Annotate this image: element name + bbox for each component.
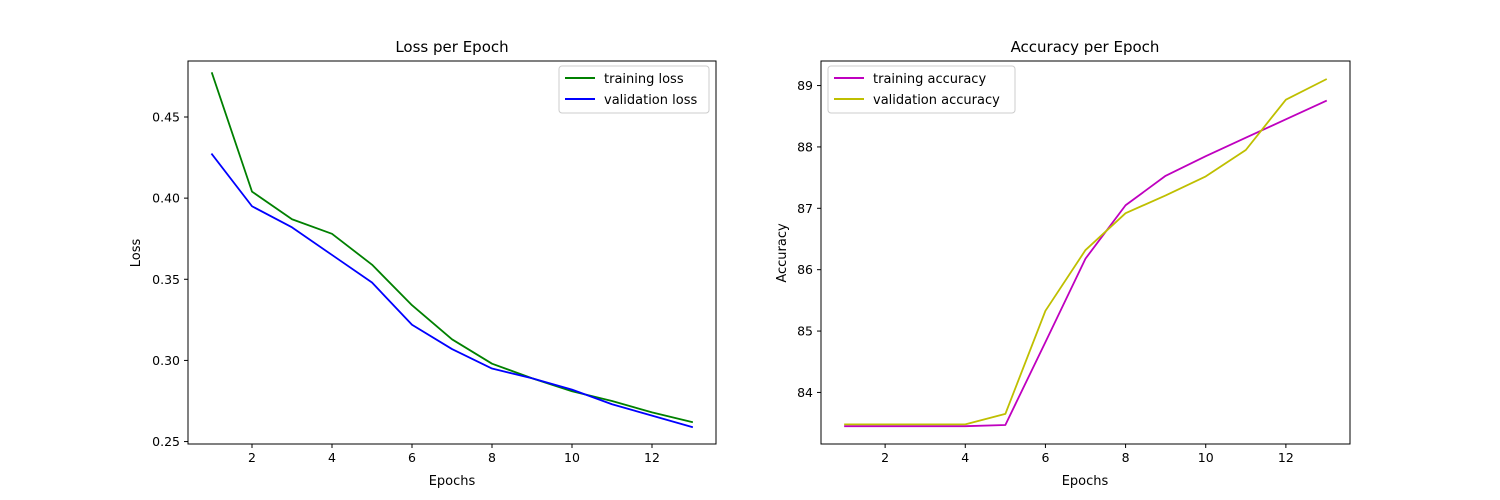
accuracy-axes-frame: [820, 60, 1351, 445]
loss-x-tick-label: 2: [248, 450, 256, 465]
accuracy-x-tick-label: 2: [881, 450, 889, 465]
accuracy-legend: training accuracy validation accuracy: [827, 65, 1016, 114]
accuracy-chart-title: Accuracy per Epoch: [1011, 38, 1160, 56]
loss-y-tick-label: 0.30: [152, 353, 180, 368]
loss-legend-label-training: training loss: [604, 72, 684, 87]
accuracy-chart: Accuracy per Epoch 2 4 6 8 10 12848586878889 …: [775, 38, 1351, 489]
loss-y-tick-label: 0.25: [152, 434, 180, 449]
accuracy-y-tick-label: 85: [797, 324, 813, 339]
accuracy-x-axis-label: Epochs: [1062, 474, 1109, 489]
accuracy-x-tick-label: 6: [1041, 450, 1049, 465]
loss-x-tick-label: 10: [564, 450, 580, 465]
loss-y-tick-label: 0.40: [152, 191, 180, 206]
loss-legend-box: [558, 65, 710, 114]
accuracy-legend-label-validation: validation accuracy: [873, 93, 1000, 108]
accuracy-series-line-training-accuracy: [844, 99, 1328, 428]
accuracy-x-tick-label: 4: [961, 450, 969, 465]
loss-y-tick-label: 0.45: [152, 109, 180, 124]
loss-x-tick-label: 12: [644, 450, 660, 465]
accuracy-x-tick-label: 8: [1122, 450, 1130, 465]
loss-axes-frame: [187, 60, 717, 445]
accuracy-x-tick-label: 10: [1198, 450, 1214, 465]
accuracy-legend-label-training: training accuracy: [873, 72, 986, 87]
loss-x-tick-label: 4: [328, 450, 336, 465]
accuracy-plot-area: 2 4 6 8 10 12 84 85 86 87 88 89: [797, 78, 1328, 465]
loss-series-line-training-loss: [210, 72, 694, 424]
accuracy-series-line-validation-accuracy: [844, 78, 1328, 426]
loss-x-tick-label: 6: [408, 450, 416, 465]
accuracy-y-tick-label: 86: [797, 262, 813, 277]
loss-y-tick-label: 0.35: [152, 272, 180, 287]
loss-x-tick-label: 8: [488, 450, 496, 465]
accuracy-x-tick-label: 12: [1278, 450, 1294, 465]
loss-chart: Loss per Epoch 2 4 6 8 10 12 0.25 0.30 0.35 0.40 0…: [129, 38, 717, 489]
accuracy-legend-box: [827, 65, 1016, 114]
accuracy-y-tick-label: 88: [797, 139, 813, 154]
loss-x-axis-label: Epochs: [429, 474, 476, 489]
loss-series-line-validation-loss: [210, 153, 694, 429]
accuracy-y-axis-label: Accuracy: [775, 223, 790, 283]
loss-plot-area: 2 4 6 8 10 12 0.25 0.30 0.35 0.40 0.45: [152, 72, 694, 465]
accuracy-y-tick-label: 84: [797, 385, 813, 400]
loss-y-axis-label: Loss: [129, 239, 144, 268]
accuracy-y-tick-label: 87: [797, 201, 813, 216]
loss-legend-label-validation: validation loss: [604, 93, 697, 108]
loss-chart-title: Loss per Epoch: [395, 38, 508, 56]
accuracy-y-tick-label: 89: [797, 78, 813, 93]
loss-legend: training loss validation loss: [558, 65, 710, 114]
